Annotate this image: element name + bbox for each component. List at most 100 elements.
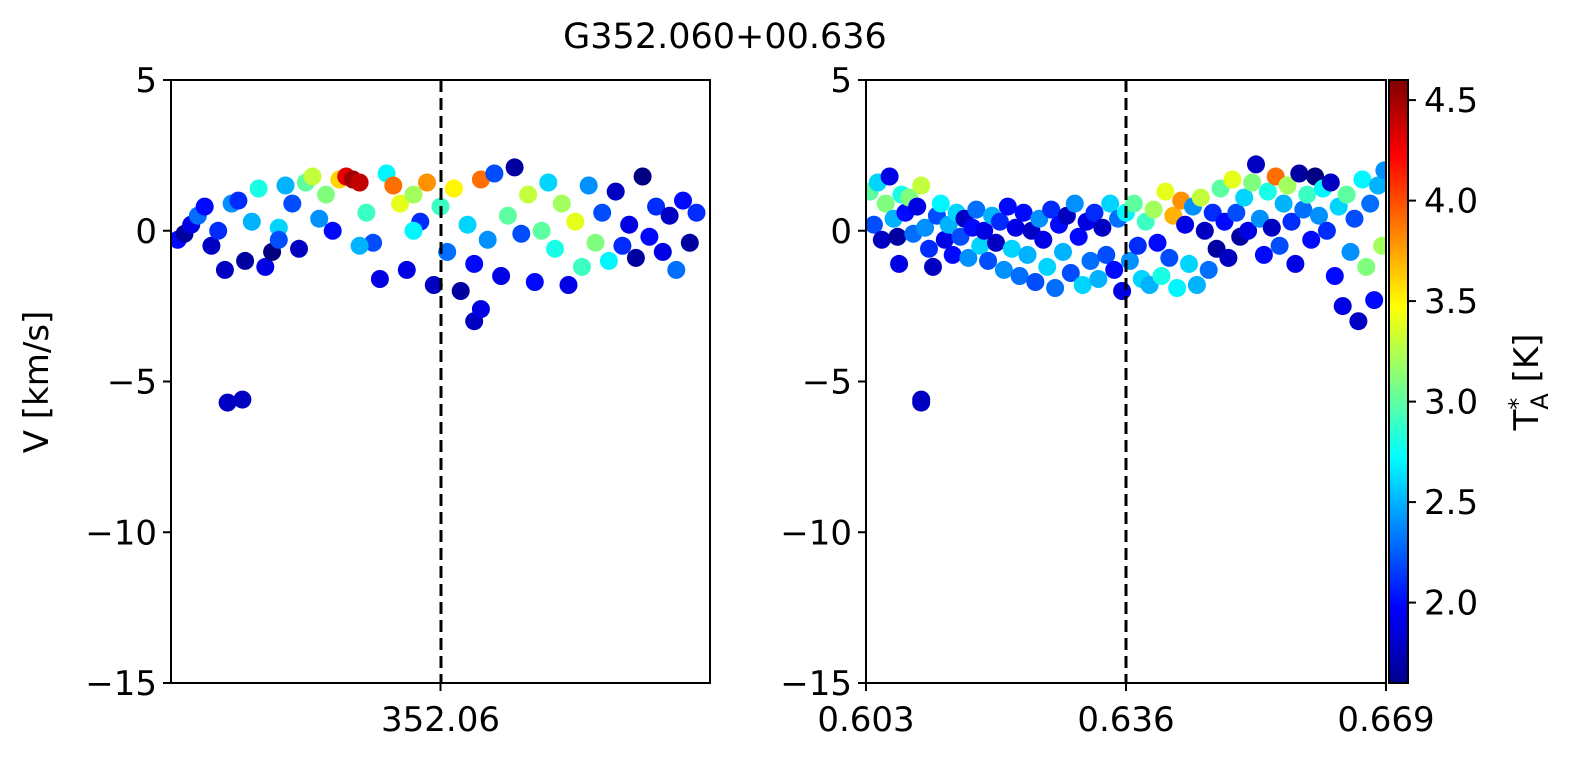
colorbar-tick-label: 4.0: [1424, 182, 1478, 222]
right-scatter-point: [1085, 203, 1104, 222]
right-scatter-point: [1113, 282, 1132, 300]
left-scatter-point: [573, 257, 591, 276]
figure-title: G352.060+00.636: [563, 17, 887, 57]
right-scatter-point: [1286, 254, 1305, 273]
left-scatter-point: [397, 260, 416, 279]
right-scatter-point: [1219, 248, 1238, 267]
left-scatter-point: [438, 242, 457, 261]
left-scatter-point: [640, 227, 659, 246]
right-scatter-point: [1254, 245, 1273, 264]
left-scatter-point: [418, 173, 436, 192]
left-scatter-point: [458, 215, 477, 234]
right-scatter-point: [1262, 218, 1281, 237]
right-scatter-point: [866, 215, 883, 234]
colorbar-label: T*A [K]: [1504, 334, 1554, 432]
right-scatter-point: [1223, 170, 1242, 189]
right-scatter-point: [994, 260, 1013, 279]
left-scatter-point: [256, 257, 275, 276]
colorbar-tick-label: 2.0: [1424, 584, 1478, 624]
right-scatter-point: [908, 197, 927, 216]
left-scatter-point: [303, 167, 322, 186]
left-scatter-point: [613, 236, 632, 255]
left-y-axis-label: V [km/s]: [17, 311, 57, 454]
right-scatter-point: [1046, 279, 1065, 297]
right-scatter-point: [1089, 270, 1108, 288]
right-scatter-point: [1302, 230, 1321, 249]
left-scatter-point: [471, 170, 490, 189]
right-scatter-point: [1073, 276, 1092, 294]
right-scatter-point: [1227, 203, 1246, 222]
left-scatter-point: [606, 182, 625, 201]
right-x-tick-label: 0.669: [1337, 700, 1434, 740]
right-scatter-point: [1375, 161, 1386, 180]
right-scatter-point: [1081, 251, 1100, 270]
left-scatter-point: [552, 194, 571, 213]
right-y-tick-label: 5: [830, 61, 852, 101]
right-scatter-point: [880, 167, 899, 186]
left-scatter-point: [546, 239, 564, 258]
right-scatter-point: [1105, 260, 1124, 279]
right-scatter-point: [1069, 227, 1088, 246]
right-scatter-point: [1282, 212, 1301, 231]
right-scatter-point: [916, 218, 935, 237]
right-scatter-point: [1097, 245, 1116, 264]
right-scatter-point: [1274, 194, 1293, 213]
left-scatter-point: [626, 248, 645, 267]
left-scatter-point: [519, 185, 538, 204]
left-scatter-point: [599, 251, 618, 270]
right-scatter-point: [979, 251, 998, 270]
right-scatter-point: [920, 239, 938, 258]
left-scatter-point: [249, 179, 268, 198]
right-scatter-point: [975, 221, 994, 240]
left-scatter-point: [242, 212, 261, 231]
left-scatter-point: [465, 254, 484, 273]
left-y-ticks: 5 0 −5 −10 −15: [85, 61, 171, 704]
left-scatter-point: [323, 221, 342, 240]
right-scatter-point: [1357, 257, 1376, 276]
right-scatter-point: [1006, 218, 1025, 237]
left-y-tick-label: −5: [107, 363, 157, 403]
left-scatter-point: [539, 173, 558, 192]
right-scatter-point: [1337, 185, 1356, 204]
left-scatter-point: [687, 203, 706, 222]
right-scatter-point: [1199, 260, 1218, 279]
left-scatter-point: [492, 267, 511, 285]
right-scatter-point: [987, 233, 1005, 252]
left-scatter-point: [202, 236, 221, 255]
left-scatter-point: [451, 282, 470, 300]
right-y-tick-label: −15: [780, 664, 852, 704]
left-scatter-point: [620, 215, 639, 234]
right-panel: 5 0 −5 −10 −15 0.603 0.636 0.669: [780, 61, 1434, 740]
left-scatter-point: [283, 194, 302, 213]
left-scatter-point: [350, 173, 369, 192]
right-scatter-point: [1156, 182, 1175, 201]
right-scatter-point: [890, 254, 909, 273]
left-scatter-point: [364, 233, 383, 252]
left-scatter-point: [276, 176, 295, 195]
right-scatter-point: [1168, 279, 1187, 297]
right-scatter-point: [998, 197, 1017, 216]
colorbar-tick-label: 2.5: [1424, 483, 1478, 523]
left-scatter-point: [357, 203, 376, 222]
right-scatter-point: [1365, 291, 1384, 310]
right-scatter-point: [959, 248, 978, 267]
right-scatter-point: [1014, 203, 1033, 222]
colorbar-gradient: [1388, 79, 1409, 684]
right-scatter-point: [943, 245, 962, 264]
right-scatter-point: [1341, 242, 1360, 261]
right-x-ticks: 0.603 0.636 0.669: [817, 683, 1435, 740]
right-scatter-point: [1152, 267, 1171, 285]
left-scatter-point: [498, 206, 517, 225]
right-scatter-point: [1038, 257, 1057, 276]
left-panel: 5 0 −5 −10 −15 352.06 V [km/s]: [17, 61, 711, 740]
right-scatter-point: [912, 176, 931, 195]
right-scatter-point: [1361, 194, 1380, 213]
left-scatter-point: [579, 176, 598, 195]
left-scatter-point: [559, 276, 578, 294]
left-scatter-point: [404, 221, 423, 240]
left-scatter-point: [485, 164, 504, 183]
right-scatter-point: [1235, 188, 1254, 207]
left-scatter-point: [660, 206, 679, 225]
left-scatter-point: [317, 185, 335, 204]
right-scatter-point: [1258, 182, 1277, 201]
